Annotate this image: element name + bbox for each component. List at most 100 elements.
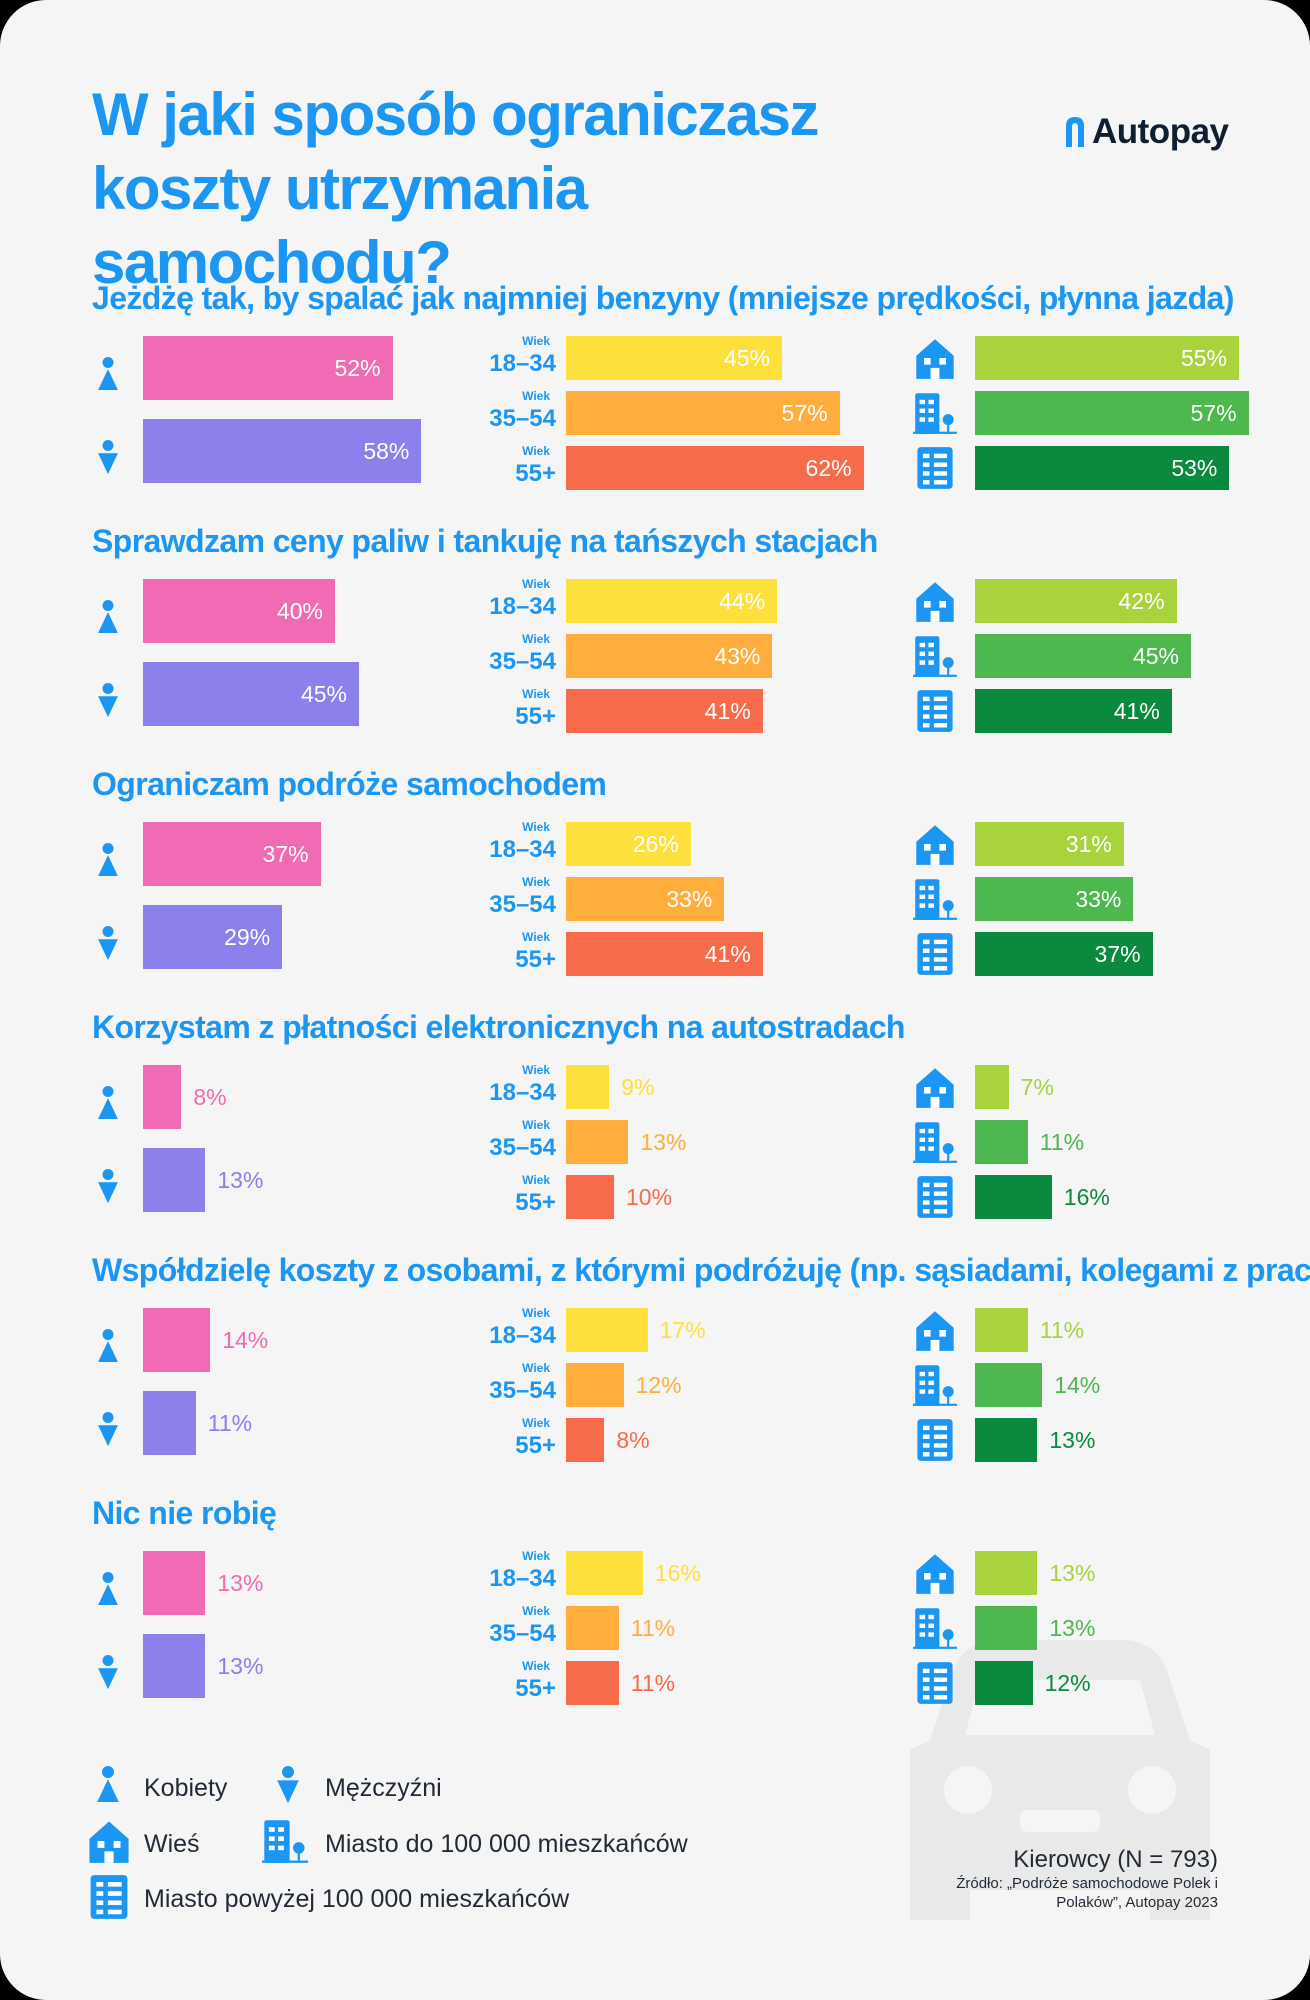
q2-title: Sprawdzam ceny paliw i tankuję na tańszy… <box>92 523 878 559</box>
q2-women-value: 40% <box>276 598 323 624</box>
q5-men-bar <box>143 1391 196 1455</box>
q2-large-city-icon <box>913 689 957 738</box>
q3-age-18-34-bar <box>566 822 691 866</box>
q1-large-city-icon <box>913 446 957 495</box>
q1-woman-icon <box>97 357 119 397</box>
q6-men-bar <box>143 1634 206 1698</box>
q2-age-18-34-bar <box>566 579 778 623</box>
age-prefix: Wiek <box>522 632 550 646</box>
q3-women-value: 37% <box>262 841 309 867</box>
q5-age-18-34-value: 17% <box>659 1317 706 1343</box>
age-prefix: Wiek <box>522 1306 550 1320</box>
autopay-logo-icon <box>1066 117 1084 147</box>
q6-house-icon <box>913 1551 957 1600</box>
legend-city-small-label: Miasto do 100 000 mieszkańców <box>325 1830 688 1858</box>
q1-village-value: 55% <box>1180 345 1227 371</box>
age-prefix: Wiek <box>522 687 550 701</box>
q2-house-icon <box>913 579 957 628</box>
age-prefix: Wiek <box>522 1549 550 1563</box>
source-note: Źródło: „Podróże samochodowe Polek i Pol… <box>956 1875 1218 1911</box>
q4-age-label-55-plus: Wiek 55+ <box>436 1173 556 1216</box>
q4-village-bar <box>975 1065 1009 1109</box>
q2-age-label-18-34: Wiek 18–34 <box>436 577 556 620</box>
q6-large-city-icon <box>913 1661 957 1710</box>
q1-small-city-icon <box>913 391 957 440</box>
legend-woman-icon <box>96 1766 120 1809</box>
q2-age-label-35-54: Wiek 35–54 <box>436 632 556 675</box>
q2-woman-icon <box>97 600 119 640</box>
q6-man-icon <box>97 1655 119 1695</box>
age-group: 35–54 <box>489 405 556 432</box>
age-prefix: Wiek <box>522 389 550 403</box>
q3-men-bar <box>143 905 283 969</box>
q2-village-bar <box>975 579 1177 623</box>
age-group: 35–54 <box>489 891 556 918</box>
q6-age-55-plus-bar <box>566 1661 619 1705</box>
q3-men-value: 29% <box>224 924 271 950</box>
q5-age-label-55-plus: Wiek 55+ <box>436 1416 556 1459</box>
q5-women-bar <box>143 1308 211 1372</box>
age-group: 55+ <box>515 1189 556 1216</box>
legend-house-icon <box>86 1818 132 1869</box>
q5-age-35-54-value: 12% <box>635 1372 682 1398</box>
q4-city-over-100k-bar <box>975 1175 1052 1219</box>
q3-woman-icon <box>97 843 119 883</box>
q6-age-55-plus-value: 11% <box>630 1670 676 1696</box>
q6-age-35-54-bar <box>566 1606 619 1650</box>
q6-village-value: 13% <box>1049 1560 1096 1586</box>
q3-age-35-54-value: 33% <box>666 886 713 912</box>
q5-house-icon <box>913 1308 957 1357</box>
q6-city-over-100k-bar <box>975 1661 1033 1705</box>
age-prefix: Wiek <box>522 1659 550 1673</box>
q3-age-55-plus-value: 41% <box>704 941 751 967</box>
q1-city-over-100k-value: 53% <box>1171 455 1218 481</box>
q6-city-under-100k-value: 13% <box>1049 1615 1096 1641</box>
age-prefix: Wiek <box>522 334 550 348</box>
q4-large-city-icon <box>913 1175 957 1224</box>
q5-title: Współdzielę koszty z osobami, z którymi … <box>92 1252 1310 1288</box>
age-group: 18–34 <box>489 593 556 620</box>
q3-age-label-18-34: Wiek 18–34 <box>436 820 556 863</box>
q3-large-city-icon <box>913 932 957 981</box>
age-prefix: Wiek <box>522 1063 550 1077</box>
q3-age-55-plus-bar <box>566 932 763 976</box>
q5-city-under-100k-bar <box>975 1363 1043 1407</box>
brand-name: Autopay <box>1092 112 1229 151</box>
page-title: W jaki sposób ograniczasz koszty utrzyma… <box>92 81 820 296</box>
q5-small-city-icon <box>913 1363 957 1412</box>
q1-age-label-18-34: Wiek 18–34 <box>436 334 556 377</box>
q3-title: Ograniczam podróże samochodem <box>92 766 607 802</box>
q6-title: Nic nie robię <box>92 1495 277 1531</box>
q2-city-over-100k-bar <box>975 689 1172 733</box>
age-prefix: Wiek <box>522 1118 550 1132</box>
q1-title: Jeżdżę tak, by spalać jak najmniej benzy… <box>92 280 1234 316</box>
q4-small-city-icon <box>913 1120 957 1169</box>
age-group: 35–54 <box>489 648 556 675</box>
legend-city-large-label: Miasto powyżej 100 000 mieszkańców <box>144 1885 570 1913</box>
q2-age-35-54-value: 43% <box>714 643 761 669</box>
q4-house-icon <box>913 1065 957 1114</box>
q4-woman-icon <box>97 1086 119 1126</box>
q1-age-55-plus-value: 62% <box>805 455 852 481</box>
q1-men-value: 58% <box>363 438 410 464</box>
q6-small-city-icon <box>913 1606 957 1655</box>
q3-house-icon <box>913 822 957 871</box>
q5-age-35-54-bar <box>566 1363 624 1407</box>
legend-men-label: Mężczyźni <box>325 1774 442 1802</box>
age-prefix: Wiek <box>522 1173 550 1187</box>
age-group: 55+ <box>515 1432 556 1459</box>
q4-village-value: 7% <box>1020 1074 1054 1100</box>
q3-city-over-100k-bar <box>975 932 1153 976</box>
q1-age-35-54-value: 57% <box>781 400 828 426</box>
q1-men-bar <box>143 419 422 483</box>
q1-age-label-55-plus: Wiek 55+ <box>436 444 556 487</box>
q6-age-label-35-54: Wiek 35–54 <box>436 1604 556 1647</box>
q2-age-35-54-bar <box>566 634 773 678</box>
age-prefix: Wiek <box>522 444 550 458</box>
age-prefix: Wiek <box>522 1604 550 1618</box>
q4-age-55-plus-bar <box>566 1175 614 1219</box>
q4-age-18-34-bar <box>566 1065 610 1109</box>
q5-village-value: 11% <box>1039 1317 1085 1343</box>
q1-city-over-100k-bar <box>975 446 1230 490</box>
